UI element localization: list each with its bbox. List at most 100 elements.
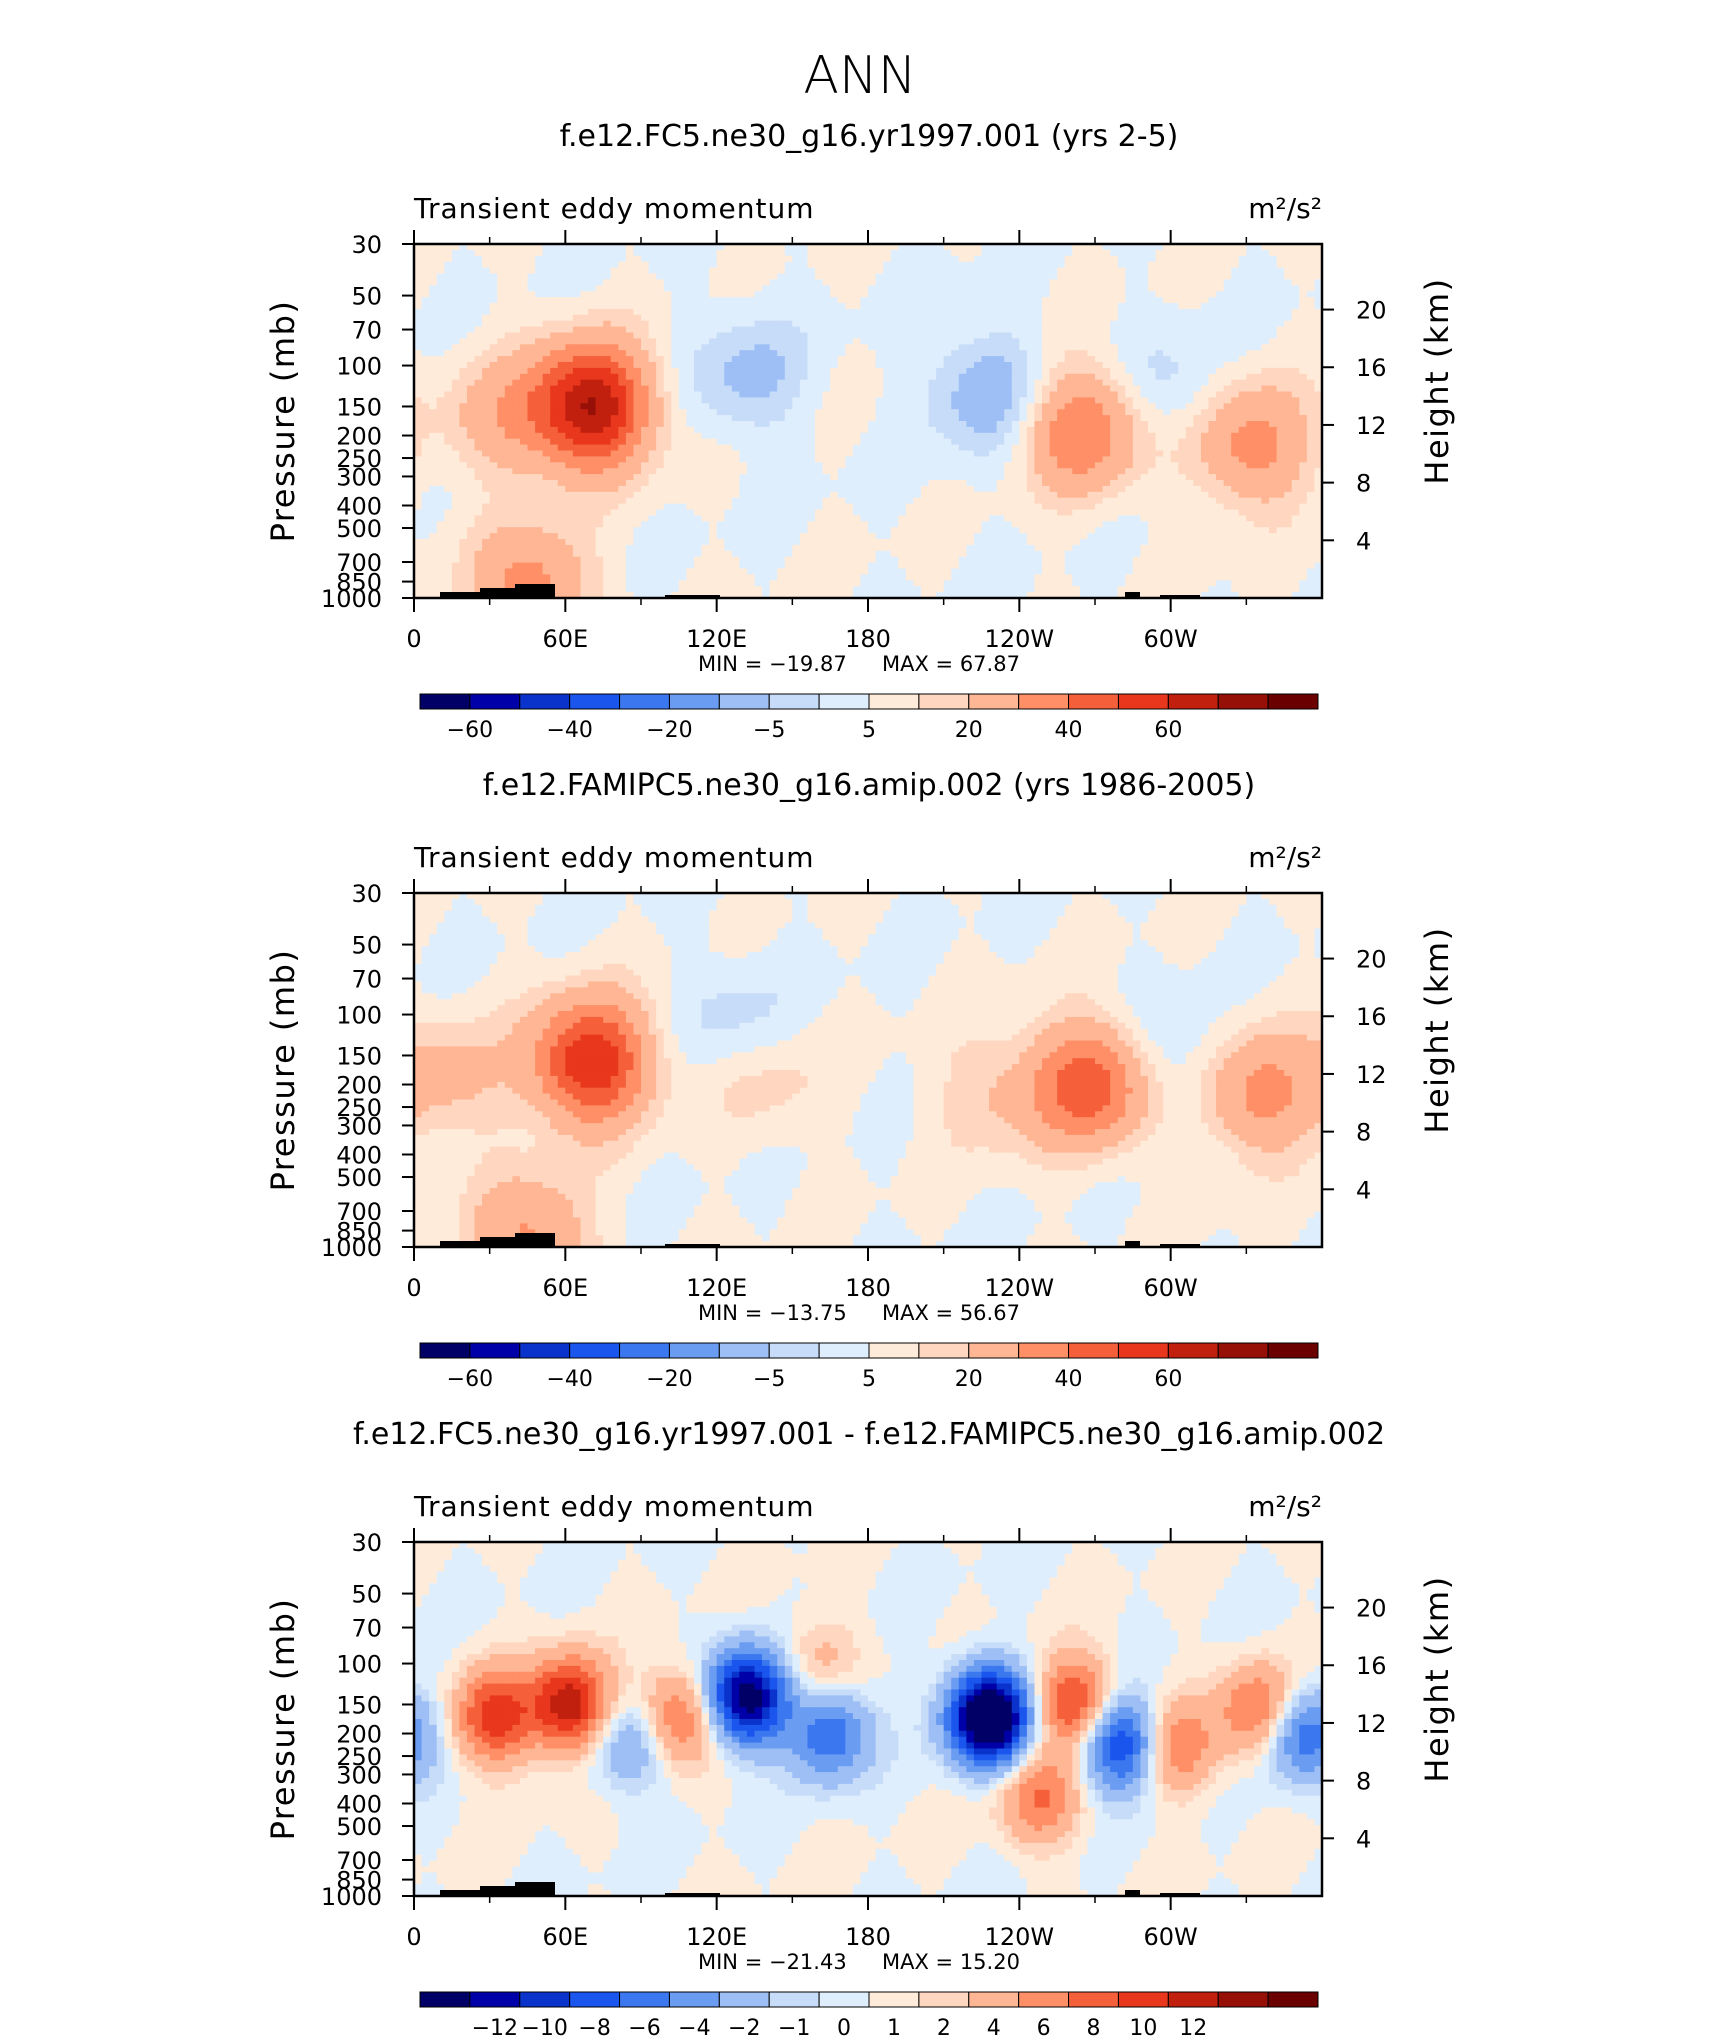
- heatmap-cell: [1004, 249, 1013, 257]
- heatmap-cell: [996, 367, 1005, 375]
- heatmap-cell: [459, 344, 468, 351]
- heatmap-cell: [1125, 385, 1134, 393]
- heatmap-cell: [1079, 450, 1089, 457]
- heatmap-cell: [701, 291, 710, 298]
- heatmap-cell: [1102, 267, 1111, 275]
- heatmap-cell: [1004, 314, 1013, 322]
- heatmap-cell: [1102, 456, 1111, 463]
- heatmap-cell: [966, 279, 975, 286]
- heatmap-cell: [1246, 279, 1255, 286]
- heatmap-cell: [693, 279, 703, 286]
- heatmap-cell: [1026, 291, 1036, 298]
- heatmap-cell: [943, 291, 952, 298]
- heatmap-cell: [966, 373, 975, 381]
- heatmap-cell: [474, 379, 483, 387]
- heatmap-cell: [1238, 273, 1247, 280]
- heatmap-cell: [1193, 261, 1202, 269]
- heatmap-cell: [739, 373, 748, 381]
- heatmap-cell: [792, 391, 801, 398]
- heatmap-cell: [1155, 267, 1164, 275]
- heatmap-cell: [580, 267, 589, 275]
- heatmap-cell: [799, 462, 809, 469]
- heatmap-cell: [1284, 409, 1293, 416]
- heatmap-cell: [451, 356, 460, 363]
- heatmap-cell: [868, 285, 877, 292]
- heatmap-cell: [1049, 314, 1058, 322]
- heatmap-cell: [830, 409, 839, 416]
- heatmap-cell: [1095, 385, 1104, 393]
- heatmap-cell: [671, 344, 680, 351]
- heatmap-cell: [1004, 320, 1013, 328]
- heatmap-cell: [890, 379, 899, 387]
- heatmap-cell: [1102, 244, 1111, 251]
- heatmap-cell: [1208, 320, 1217, 328]
- heatmap-cell: [883, 485, 892, 493]
- heatmap-cell: [1253, 462, 1263, 469]
- heatmap-cell: [1314, 249, 1323, 257]
- heatmap-cell: [1200, 480, 1210, 487]
- heatmap-cell: [595, 432, 604, 440]
- heatmap-cell: [822, 415, 831, 422]
- heatmap-cell: [1216, 249, 1225, 257]
- heatmap-cell: [542, 332, 551, 339]
- heatmap-cell: [837, 415, 846, 422]
- heatmap-cell: [807, 320, 816, 328]
- heatmap-cell: [1238, 426, 1247, 434]
- heatmap-cell: [837, 244, 846, 251]
- heatmap-cell: [1147, 468, 1157, 475]
- heatmap-cell: [656, 273, 665, 280]
- heatmap-cell: [928, 291, 937, 298]
- heatmap-cell: [1200, 409, 1210, 416]
- heatmap-cell: [565, 373, 574, 381]
- heatmap-cell: [709, 314, 718, 322]
- heatmap-cell: [1163, 468, 1172, 475]
- heatmap-cell: [754, 308, 763, 316]
- heatmap-cell: [1269, 367, 1278, 375]
- heatmap-cell: [1253, 403, 1263, 410]
- heatmap-cell: [1193, 308, 1202, 316]
- heatmap-cell: [852, 350, 862, 357]
- heatmap-cell: [852, 462, 862, 469]
- heatmap-cell: [1185, 291, 1194, 298]
- heatmap-cell: [1147, 438, 1157, 446]
- heatmap-cell: [822, 249, 831, 257]
- heatmap-cell: [883, 273, 892, 280]
- heatmap-cell: [709, 403, 718, 410]
- heatmap-cell: [1291, 438, 1300, 446]
- heatmap-cell: [610, 397, 619, 404]
- heatmap-cell: [1042, 255, 1051, 263]
- heatmap-cell: [799, 255, 809, 263]
- heatmap-cell: [618, 438, 627, 446]
- heatmap-cell: [588, 326, 597, 334]
- heatmap-cell: [1057, 367, 1066, 375]
- heatmap-cell: [489, 480, 498, 487]
- heatmap-cell: [951, 432, 960, 440]
- heatmap-cell: [1306, 409, 1316, 416]
- heatmap-cell: [1034, 456, 1043, 463]
- heatmap-cell: [1125, 415, 1134, 422]
- heatmap-cell: [625, 468, 635, 475]
- heatmap-cell: [557, 444, 566, 452]
- heatmap-cell: [815, 303, 824, 310]
- heatmap-cell: [633, 468, 642, 475]
- heatmap-cell: [936, 285, 945, 292]
- heatmap-cell: [512, 344, 521, 351]
- heatmap-cell: [565, 432, 574, 440]
- heatmap-cell: [868, 373, 877, 381]
- heatmap-cell: [799, 314, 809, 322]
- heatmap-cell: [769, 291, 778, 298]
- heatmap-cell: [830, 320, 839, 328]
- heatmap-cell: [1019, 468, 1028, 475]
- heatmap-cell: [451, 320, 460, 328]
- heatmap-cell: [641, 326, 650, 334]
- heatmap-cell: [1117, 308, 1126, 316]
- heatmap-cell: [746, 326, 756, 334]
- heatmap-cell: [1185, 362, 1194, 369]
- heatmap-cell: [1200, 267, 1210, 275]
- heatmap-cell: [535, 367, 544, 375]
- heatmap-cell: [1178, 379, 1187, 387]
- heatmap-cell: [1231, 362, 1240, 369]
- heatmap-cell: [444, 379, 453, 387]
- heatmap-cell: [852, 308, 862, 316]
- heatmap-cell: [1057, 397, 1066, 404]
